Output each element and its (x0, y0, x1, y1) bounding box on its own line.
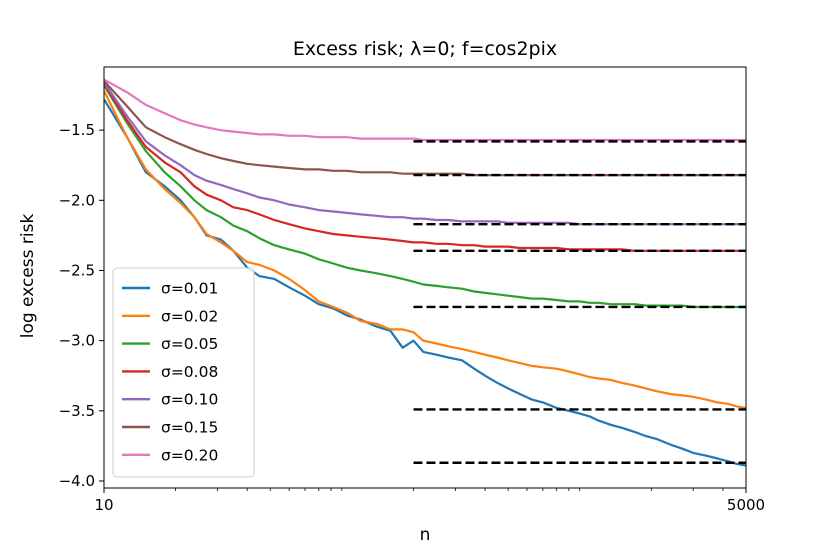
series-line-1 (104, 90, 746, 410)
chart-title: Excess risk; λ=0; f=cos2pix (293, 38, 557, 60)
legend-label: σ=0.02 (161, 307, 218, 325)
legend-label: σ=0.10 (161, 391, 218, 409)
series-line-6 (104, 78, 746, 142)
series-line-2 (104, 84, 746, 309)
y-axis-label: log excess risk (18, 214, 38, 339)
y-tick-label: −3.0 (59, 332, 95, 350)
legend-label: σ=0.20 (161, 446, 218, 464)
series-line-0 (104, 98, 746, 467)
y-tick-label: −1.5 (59, 121, 95, 139)
y-tick-label: −2.5 (59, 261, 95, 279)
y-tick-label: −4.0 (59, 472, 95, 490)
axes-frame (103, 66, 747, 489)
x-tick-label: 10 (94, 496, 113, 514)
series-line-5 (104, 80, 746, 177)
legend-box (112, 267, 255, 478)
y-tick-label: −3.5 (59, 402, 95, 420)
series-line-4 (104, 81, 746, 226)
y-tick-label: −2.0 (59, 191, 95, 209)
plot-area: −1.5 −2.0 −2.5 −3.0 −3.5 −4.0 10 5000 σ=0.01 σ=0.… (59, 66, 765, 514)
legend-label: σ=0.01 (161, 280, 218, 298)
legend-label: σ=0.08 (161, 363, 218, 381)
legend-label: σ=0.05 (161, 335, 218, 353)
legend-label: σ=0.15 (161, 419, 218, 437)
x-axis-label: n (420, 525, 431, 545)
x-tick-label: 5000 (727, 496, 765, 514)
